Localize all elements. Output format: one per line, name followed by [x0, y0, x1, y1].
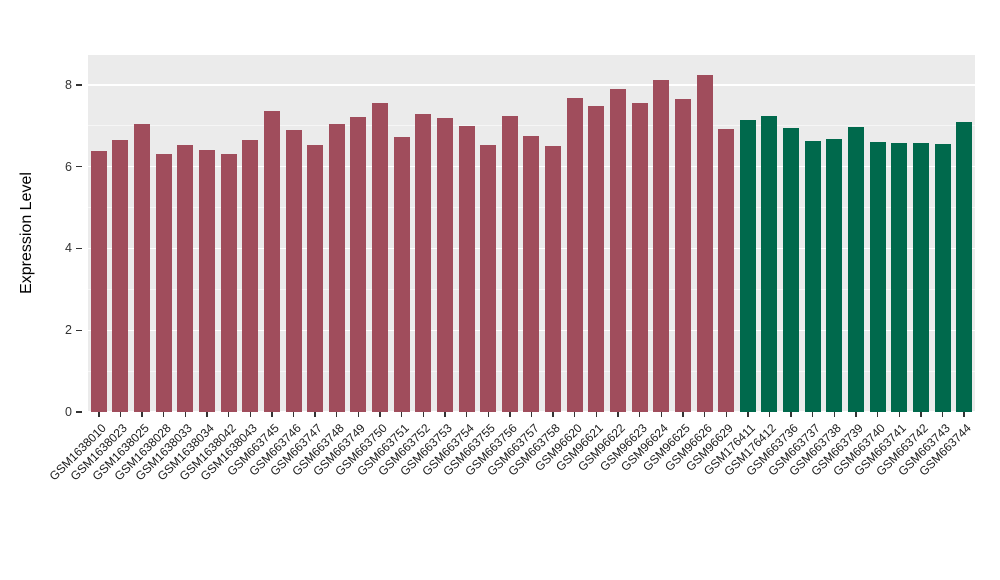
x-tick-mark	[682, 412, 684, 417]
bar-GSM663756	[501, 115, 518, 412]
x-tick-mark	[509, 412, 511, 417]
y-tick-label: 0	[65, 405, 72, 419]
bar-GSM96622	[610, 88, 627, 412]
x-tick-mark	[379, 412, 381, 417]
bar-GSM96624	[653, 79, 670, 412]
x-tick-mark	[336, 412, 338, 417]
bar-GSM96620	[566, 97, 583, 412]
x-tick-mark	[725, 412, 727, 417]
bar-GSM1638043	[242, 139, 259, 412]
x-tick-mark	[703, 412, 706, 417]
x-tick-mark	[249, 412, 251, 417]
y-tick-label: 6	[65, 159, 72, 174]
x-tick-mark	[465, 412, 468, 417]
bar-GSM663741	[891, 142, 908, 412]
bar-GSM1638028	[155, 154, 172, 412]
major-gridline	[88, 411, 975, 413]
x-axis: GSM1638010 GSM1638023 GSM1638025 GSM1638028…	[46, 412, 975, 572]
y-tick-mark	[76, 329, 82, 331]
x-tick-mark	[920, 412, 922, 417]
x-tick-mark	[833, 412, 836, 417]
bar-GSM96623	[631, 103, 648, 412]
bar-GSM663747	[307, 144, 324, 412]
x-tick-mark	[530, 412, 533, 417]
bar-GSM663753	[436, 117, 453, 412]
bar-GSM663754	[458, 125, 475, 412]
x-tick-mark	[876, 412, 879, 417]
x-tick-mark	[963, 412, 965, 417]
bar-GSM663739	[848, 126, 864, 412]
bar-GSM1638010	[90, 151, 107, 412]
x-tick-mark	[184, 412, 187, 417]
bar-GSM663751	[393, 136, 410, 412]
y-axis: 0 2 4 6 8	[0, 55, 88, 419]
bar-GSM1638033	[177, 144, 194, 412]
bar-GSM663746	[285, 129, 302, 412]
bar-GSM663749	[350, 117, 367, 412]
bar-GSM96629	[718, 129, 735, 412]
x-tick-mark	[768, 412, 771, 417]
x-tick-mark	[141, 412, 143, 417]
bar-GSM663743	[934, 144, 951, 412]
bar-GSM663745	[263, 111, 280, 412]
bar-GSM663755	[480, 144, 497, 412]
y-tick-label: 4	[65, 241, 72, 256]
x-tick-mark	[595, 412, 598, 417]
x-tick-mark	[812, 412, 814, 417]
bar-GSM663737	[804, 141, 821, 412]
x-tick-mark	[487, 412, 489, 417]
bar-GSM96621	[588, 106, 605, 412]
x-tick-mark	[227, 412, 230, 417]
x-tick-mark	[422, 412, 425, 417]
bar-GSM663757	[523, 136, 540, 412]
x-tick-mark	[163, 412, 165, 417]
bar-GSM663740	[869, 142, 886, 412]
y-tick-mark	[76, 84, 82, 86]
bar-GSM663752	[415, 114, 432, 412]
x-tick-mark	[747, 412, 749, 417]
bar-GSM663744	[956, 121, 973, 412]
plot-area	[88, 55, 975, 413]
x-tick-mark	[119, 412, 122, 417]
bar-GSM176412	[761, 115, 778, 412]
bar-GSM1638042	[220, 154, 237, 412]
x-tick-mark	[898, 412, 900, 417]
bar-GSM663742	[912, 142, 929, 412]
x-tick-mark	[400, 412, 403, 417]
x-tick-mark	[790, 412, 792, 417]
bar-GSM96626	[696, 74, 713, 412]
y-tick-label: 2	[65, 323, 72, 338]
x-tick-mark	[98, 412, 100, 417]
major-gridline	[88, 84, 975, 86]
x-tick-mark	[855, 412, 857, 417]
bar-GSM663748	[328, 124, 345, 412]
minor-gridline	[88, 125, 975, 127]
x-tick-mark	[271, 412, 273, 417]
x-tick-mark	[292, 412, 295, 417]
x-tick-mark	[206, 412, 208, 417]
y-tick-mark	[76, 411, 82, 413]
bar-GSM1638034	[198, 150, 215, 412]
bar-GSM663750	[372, 103, 389, 412]
bar-GSM96625	[674, 98, 691, 412]
x-tick-mark	[638, 412, 641, 417]
y-tick-mark	[76, 165, 82, 168]
x-tick-mark	[941, 412, 944, 417]
x-tick-mark	[617, 412, 619, 417]
x-tick-mark	[552, 412, 554, 417]
y-tick-label: 8	[65, 77, 72, 92]
bar-GSM176411	[739, 119, 756, 412]
x-tick-mark	[314, 412, 316, 417]
x-tick-mark	[574, 412, 576, 417]
x-tick-mark	[444, 412, 446, 417]
y-tick-mark	[76, 247, 82, 250]
bar-GSM663758	[545, 146, 562, 412]
bar-GSM663736	[783, 127, 800, 412]
bar-GSM1638023	[112, 140, 129, 412]
x-tick-mark	[357, 412, 360, 417]
x-tick-mark	[660, 412, 662, 417]
bar-GSM663738	[826, 138, 843, 412]
bar-GSM1638025	[134, 123, 151, 412]
